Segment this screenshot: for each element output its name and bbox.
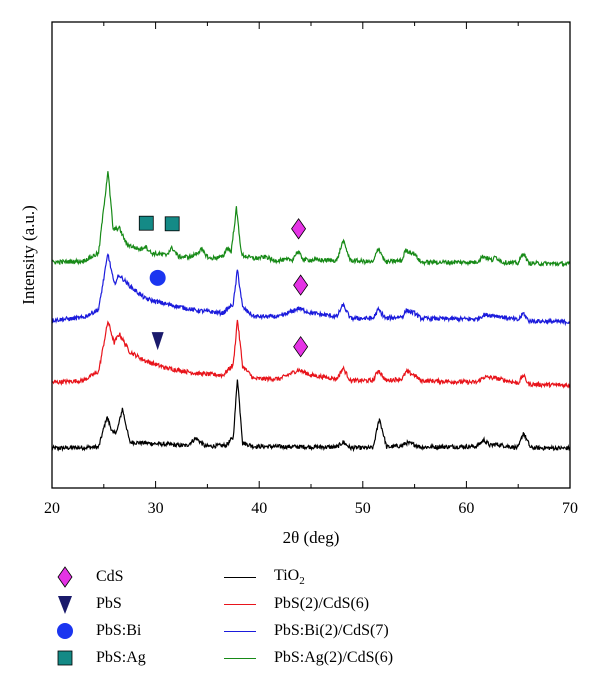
x-tick-label-40: 40 <box>251 500 267 517</box>
legend-item-pbs-cds: PbS(2)/CdS(6) <box>224 591 369 617</box>
y-axis-label: Intensity (a.u.) <box>19 205 38 305</box>
series-line-1 <box>51 319 571 390</box>
y-axis-label-text: Intensity (a.u.) <box>19 205 38 305</box>
legend-line-pbs-cds <box>224 603 256 605</box>
legend-line-pbs-ag-cds <box>224 657 256 659</box>
series-line-0 <box>51 379 571 453</box>
legend-label-cds: CdS <box>96 568 124 585</box>
tick-layer: 20 30 40 50 60 70 <box>44 22 578 517</box>
legend-item-tio2: TiO2 <box>224 564 305 590</box>
circle-icon <box>54 620 76 642</box>
legend-item-pbs-ag-cds: PbS:Ag(2)/CdS(6) <box>224 645 393 671</box>
legend-item-pbs-bi: PbS:Bi <box>54 618 141 644</box>
legend-label-pbs-bi-cds: PbS:Bi(2)/CdS(7) <box>274 622 389 639</box>
plot-frame <box>51 21 571 489</box>
legend-label-pbs-bi: PbS:Bi <box>96 622 142 639</box>
x-tick-label-50: 50 <box>355 500 371 517</box>
phase-marker-pbs-ag-6 <box>164 216 180 232</box>
square-icon <box>54 647 76 669</box>
diamond-icon <box>54 566 76 588</box>
legend-item-cds: CdS <box>54 564 124 590</box>
legend-label-pbs: PbS <box>96 595 122 612</box>
legend-item-pbs-ag: PbS:Ag <box>54 645 146 671</box>
legend-item-pbs: PbS <box>54 591 122 617</box>
marker-layer <box>138 215 309 358</box>
x-axis-label-text: 2θ (deg) <box>283 528 340 547</box>
legend-label-tio2: TiO2 <box>274 567 305 587</box>
x-tick-label-30: 30 <box>148 500 164 517</box>
series-line-3 <box>51 171 571 267</box>
x-tick-label-70: 70 <box>562 500 578 517</box>
phase-marker-cds-1 <box>293 274 309 296</box>
legend-label-tio2-main: TiO <box>274 566 300 584</box>
phase-marker-pbs-bi-4 <box>149 269 166 286</box>
x-tick-label-60: 60 <box>458 500 474 517</box>
legend-label-pbs-cds: PbS(2)/CdS(6) <box>274 595 370 612</box>
legend-label-tio2-sub: 2 <box>299 575 305 588</box>
legend-line-pbs-bi-cds <box>224 630 256 632</box>
xrd-chart: 20 30 40 50 60 70 2θ (deg) Intensity (a.u.) <box>19 21 578 547</box>
legend-item-pbs-bi-cds: PbS:Bi(2)/CdS(7) <box>224 618 389 644</box>
series-line-2 <box>51 253 571 327</box>
phase-marker-cds-2 <box>293 336 309 358</box>
legend-label-pbs-ag: PbS:Ag <box>96 649 146 666</box>
phase-marker-pbs-ag-5 <box>138 215 154 231</box>
legend: CdS PbS PbS:Bi PbS:Ag TiO2 PbS(2)/CdS(6)… <box>0 560 600 690</box>
phase-marker-pbs-3 <box>151 332 164 351</box>
x-axis-label: 2θ (deg) <box>283 528 340 547</box>
legend-label-pbs-ag-cds: PbS:Ag(2)/CdS(6) <box>274 649 394 666</box>
triangle-down-icon <box>54 593 76 615</box>
legend-line-tio2 <box>224 576 256 578</box>
x-tick-label-20: 20 <box>44 500 60 517</box>
series-layer <box>51 171 571 453</box>
phase-marker-cds-0 <box>291 218 307 240</box>
